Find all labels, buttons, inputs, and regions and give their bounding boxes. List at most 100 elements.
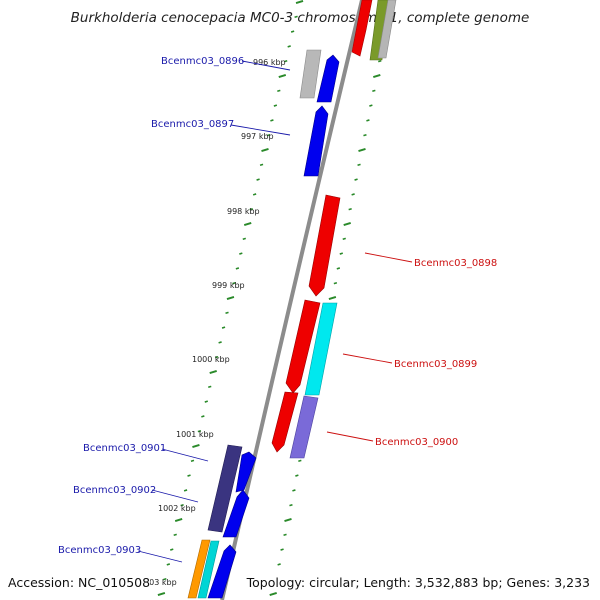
connector-0896 — [241, 60, 291, 71]
connector-0902 — [151, 489, 199, 503]
outer-tick-mark — [357, 163, 361, 167]
outer-tick-mark — [292, 489, 296, 492]
connector-0898 — [364, 252, 413, 263]
inner-tick-mark — [259, 163, 264, 167]
inner-tick-mark — [287, 45, 291, 48]
outer-tick-mark — [298, 459, 302, 463]
connector-0903 — [137, 550, 183, 563]
gene-0903-orange[interactable] — [187, 539, 211, 599]
inner-tick-mark — [173, 533, 177, 537]
inner-tick-track — [157, 0, 304, 597]
outer-tick-mark — [369, 104, 373, 107]
outer-tick-mark — [354, 178, 358, 181]
inner-tick-mark — [209, 369, 217, 375]
gene-0896-grey[interactable] — [299, 49, 322, 99]
accession-text: Accession: NC_010508 — [8, 575, 151, 590]
inner-tick-mark — [277, 89, 281, 93]
outer-tick-mark — [269, 591, 277, 597]
gene-0899-red[interactable] — [285, 299, 321, 394]
inner-tick-mark — [266, 133, 271, 137]
gene-0899-cyan[interactable] — [304, 302, 338, 396]
inner-tick-mark — [235, 267, 240, 270]
inner-tick-mark — [226, 295, 235, 301]
scale-label-997: 997 kbp — [241, 132, 274, 141]
gene-0896-blue[interactable] — [316, 54, 340, 103]
inner-tick-mark — [283, 59, 288, 63]
inner-tick-mark — [273, 104, 278, 107]
outer-tick-mark — [378, 59, 382, 63]
scale-label-998: 998 kbp — [227, 207, 260, 216]
gene-0900-purple[interactable] — [289, 395, 319, 459]
genome-summary-text: Topology: circular; Length: 3,532,883 bp… — [246, 575, 590, 590]
inner-tick-mark — [157, 591, 166, 597]
gene-0903-blue[interactable] — [207, 544, 237, 599]
gene-label-0899[interactable]: Bcenmc03_0899 — [394, 359, 477, 370]
outer-tick-mark — [342, 237, 346, 241]
connector-0900 — [326, 431, 374, 442]
inner-tick-mark — [204, 400, 209, 403]
outer-tick-mark — [277, 563, 281, 566]
gene-0898[interactable] — [308, 194, 341, 297]
inner-tick-mark — [278, 73, 287, 79]
inner-tick-mark — [256, 178, 260, 181]
inner-tick-mark — [270, 119, 274, 122]
outer-tick-mark — [372, 89, 376, 93]
inner-tick-mark — [294, 15, 298, 19]
gene-label-0901[interactable]: Bcenmc03_0901 — [83, 443, 166, 454]
gene-features — [187, 0, 397, 599]
gene-0902[interactable] — [222, 489, 250, 538]
outer-tick-mark — [348, 207, 352, 211]
inner-tick-mark — [170, 548, 174, 551]
gene-0901[interactable] — [207, 444, 243, 533]
inner-tick-mark — [183, 489, 188, 492]
outer-tick-mark — [373, 73, 381, 79]
inner-tick-mark — [295, 0, 304, 5]
outer-tick-mark — [343, 221, 351, 227]
inner-tick-mark — [197, 429, 202, 433]
inner-tick-mark — [208, 385, 212, 389]
inner-tick-mark — [249, 207, 253, 211]
gene-0901-blue[interactable] — [235, 451, 257, 493]
gene-label-0903[interactable]: Bcenmc03_0903 — [58, 545, 141, 556]
inner-tick-mark — [243, 221, 252, 227]
outer-tick-mark — [295, 474, 299, 477]
inner-tick-mark — [214, 355, 219, 359]
outer-tick-mark — [289, 503, 293, 507]
scale-label-999: 999 kbp — [212, 281, 245, 290]
inner-tick-mark — [180, 503, 184, 507]
inner-tick-mark — [192, 443, 200, 449]
gene-label-0897[interactable]: Bcenmc03_0897 — [151, 119, 234, 130]
gene-0903-cyan[interactable] — [197, 540, 220, 599]
outer-tick-mark — [366, 119, 370, 122]
gene-label-0902[interactable]: Bcenmc03_0902 — [73, 485, 156, 496]
inner-tick-mark — [218, 341, 222, 344]
inner-tick-mark — [252, 193, 257, 196]
inner-tick-mark — [201, 415, 205, 418]
inner-tick-mark — [174, 517, 183, 523]
gene-label-0898[interactable]: Bcenmc03_0898 — [414, 258, 497, 269]
inner-tick-mark — [239, 252, 243, 255]
gene-0900-red[interactable] — [271, 391, 299, 453]
inner-tick-mark — [225, 311, 229, 315]
outer-tick-mark — [283, 533, 287, 537]
inner-tick-mark — [163, 577, 167, 581]
gene-label-0900[interactable]: Bcenmc03_0900 — [375, 437, 458, 448]
scale-label-1000: 1000 kbp — [192, 355, 230, 364]
connector-0901 — [161, 448, 209, 462]
gene-top-grey[interactable] — [377, 0, 397, 59]
outer-tick-mark — [336, 267, 341, 270]
outer-tick-mark — [358, 147, 366, 153]
connector-0897 — [230, 124, 291, 136]
scale-label-996: 996 kbp — [253, 58, 286, 67]
outer-tick-mark — [284, 517, 292, 523]
gene-label-0896[interactable]: Bcenmc03_0896 — [161, 56, 244, 67]
gene-top-red[interactable] — [351, 0, 373, 57]
outer-tick-mark — [351, 193, 355, 196]
gene-0897[interactable] — [303, 105, 329, 177]
outer-tick-mark — [339, 252, 344, 255]
inner-tick-mark — [242, 237, 247, 241]
inner-tick-mark — [166, 563, 171, 566]
scale-labels: 996 kbp 997 kbp 998 kbp 999 kbp 1000 kbp… — [139, 58, 286, 587]
scale-label-1001: 1001 kbp — [176, 430, 214, 439]
label-connectors — [137, 60, 413, 563]
